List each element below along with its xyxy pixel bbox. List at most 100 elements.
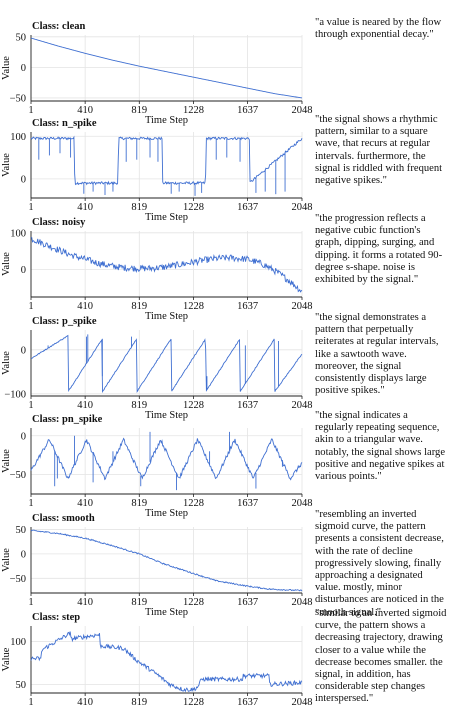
x-tick-label: 1637 [237,400,258,411]
series-line [30,236,303,293]
series-line [30,631,303,693]
x-tick-label: 2048 [292,202,313,213]
x-tick-label: 1637 [237,597,258,608]
x-tick-label: 2048 [292,697,313,706]
chart-title: Class: p_spike [32,316,97,327]
chart-5: Class: smooth 50 0 −50 1 410 819 1228 1637 2048 Ti… [1,513,313,618]
x-tick-label: 1228 [183,597,204,608]
x-tick-label: 1637 [237,105,258,116]
chart-title: Class: smooth [32,513,95,524]
y-tick-label: −50 [10,93,26,104]
series-line [30,437,303,481]
chart-2: Class: noisy 100 0 1 410 819 1228 1637 2048 Time … [1,217,313,322]
chart-1: Class: n_spike 100 0 1 410 819 1228 1637 2048 Tim… [1,118,313,223]
chart-title: Class: clean [32,21,86,32]
x-tick-label: 1 [28,597,33,608]
y-tick-label: 0 [21,431,26,442]
x-tick-label: 1228 [183,400,204,411]
x-axis-label: Time Step [145,311,188,322]
x-tick-label: 2048 [292,597,313,608]
x-tick-label: 1637 [237,697,258,706]
x-tick-label: 819 [131,597,147,608]
y-tick-label: 50 [16,680,27,691]
x-tick-label: 819 [131,400,147,411]
y-tick-label: 50 [16,32,27,43]
x-axis-label: Time Step [145,115,188,126]
y-axis-label: Value [1,351,12,375]
chart-title: Class: noisy [32,217,86,228]
y-tick-label: 100 [10,132,26,143]
x-tick-label: 819 [131,697,147,706]
x-axis-label: Time Step [145,607,188,618]
y-axis-label: Value [1,252,12,276]
x-tick-label: 410 [77,400,93,411]
x-tick-label: 1228 [183,498,204,509]
x-tick-label: 2048 [292,301,313,312]
series-line [30,135,303,186]
y-tick-label: −50 [10,574,26,585]
y-axis-label: Value [1,153,12,177]
x-tick-label: 1 [28,105,33,116]
series-line [30,334,303,394]
x-tick-label: 1637 [237,498,258,509]
series-line [30,37,303,99]
x-tick-label: 1228 [183,105,204,116]
class-description: "the signal demonstrates a pattern that … [315,312,439,397]
class-description: "the signal shows a rhythmic pattern, si… [315,114,443,187]
x-tick-label: 1228 [183,301,204,312]
chart-title: Class: pn_spike [32,414,103,425]
y-axis-label: Value [1,548,12,572]
class-description: "a value is neared by the flow through e… [315,17,442,41]
chart-6: Class: step 100 501 410 819 1228 1637 2048 Value [1,612,313,706]
y-tick-label: 100 [10,637,26,648]
x-tick-label: 2048 [292,105,313,116]
y-tick-label: 0 [21,63,26,74]
chart-0: Class: clean 50 0 −501 410 819 1228 1637 2048 Tim… [1,21,313,126]
x-tick-label: 410 [77,301,93,312]
y-tick-label: 50 [16,525,27,536]
x-tick-label: 819 [131,105,147,116]
series-line [30,529,303,592]
y-axis-label: Value [1,56,12,80]
class-description: "similar to an inverted sigmoid curve, t… [315,608,447,705]
x-tick-label: 819 [131,202,147,213]
x-tick-label: 1637 [237,202,258,213]
y-tick-label: 100 [10,228,26,239]
x-tick-label: 2048 [292,498,313,509]
x-tick-label: 410 [77,697,93,706]
y-tick-label: −100 [4,389,26,400]
class-description: "the progression reflects a negative cub… [315,213,443,286]
x-tick-label: 1 [28,697,33,706]
x-tick-label: 819 [131,498,147,509]
y-axis-label: Value [1,449,12,473]
x-tick-label: 410 [77,498,93,509]
x-tick-label: 1 [28,202,33,213]
y-tick-label: −50 [10,470,26,481]
x-tick-label: 1228 [183,697,204,706]
y-tick-label: 0 [21,345,26,356]
chart-title: Class: step [32,612,80,623]
x-tick-label: 410 [77,105,93,116]
chart-title: Class: n_spike [32,118,97,129]
x-tick-label: 1 [28,498,33,509]
x-tick-label: 410 [77,202,93,213]
y-tick-label: 0 [21,549,26,560]
y-tick-label: 0 [21,265,26,276]
y-axis-label: Value [1,647,12,671]
class-description: "resembling an inverted sigmoid curve, t… [315,509,444,618]
class-description: "the signal indicates a regularly repeat… [315,410,446,483]
chart-4: Class: pn_spike 0 −50 1 410 819 1228 1637 2048 Ti… [1,414,313,519]
x-axis-label: Time Step [145,212,188,223]
x-tick-label: 1228 [183,202,204,213]
x-tick-label: 1 [28,400,33,411]
y-tick-label: 0 [21,174,26,185]
x-tick-label: 410 [77,597,93,608]
x-tick-label: 1 [28,301,33,312]
x-tick-label: 1637 [237,301,258,312]
x-tick-label: 819 [131,301,147,312]
x-tick-label: 2048 [292,400,313,411]
x-axis-label: Time Step [145,508,188,519]
